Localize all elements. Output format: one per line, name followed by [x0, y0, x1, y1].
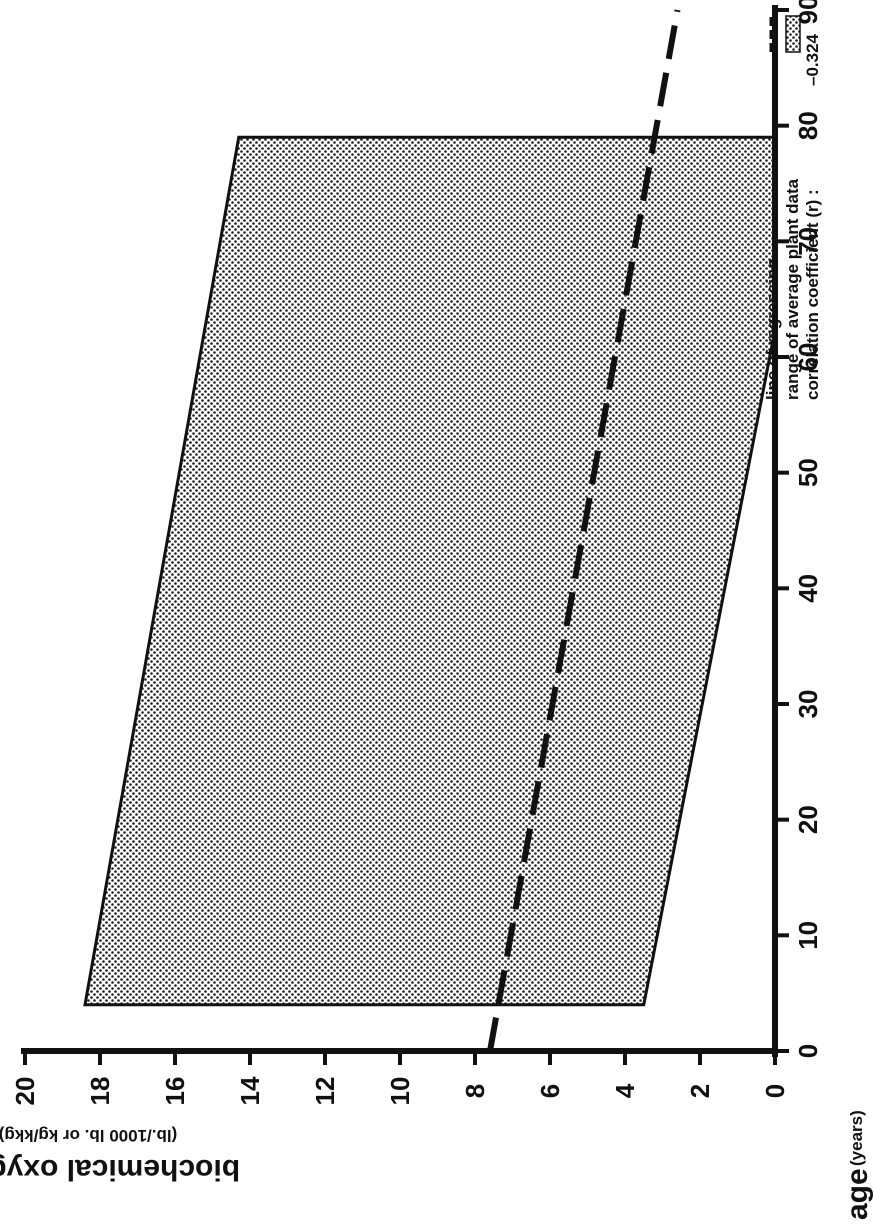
y-tick-label: 20: [10, 1077, 40, 1106]
legend-range-label: range of average plant data: [783, 178, 802, 400]
y-tick-label: 10: [385, 1077, 415, 1106]
legend-correlation-value: –0.324: [803, 33, 822, 86]
x-tick-label: 10: [793, 921, 823, 950]
y-axis-title: biochemical oxygen demand: [0, 1153, 240, 1186]
x-tick-label: 70: [793, 227, 823, 256]
x-tick-label: 50: [793, 458, 823, 487]
y-tick-label: 18: [85, 1077, 115, 1106]
y-axis-unit: (lb./1000 lb. or kg/kkg): [0, 1126, 177, 1145]
legend-range-swatch: [785, 15, 801, 53]
y-tick-label: 14: [235, 1076, 265, 1105]
y-tick-label: 4: [610, 1083, 640, 1098]
x-tick-label: 80: [793, 111, 823, 140]
legend-regression-label: line of regression: [763, 258, 782, 400]
x-axis-title: age: [841, 1168, 874, 1220]
y-tick-label: 12: [310, 1077, 340, 1106]
x-tick-label: 30: [793, 690, 823, 719]
y-tick-label: 16: [160, 1077, 190, 1106]
x-tick-label: 60: [793, 343, 823, 372]
x-axis-unit: (years): [847, 1110, 866, 1166]
y-tick-label: 8: [460, 1084, 490, 1098]
x-tick-label: 20: [793, 805, 823, 834]
legend-correlation-label: correlation coefficient (r) :: [803, 189, 822, 400]
regression-line: [487, 9, 681, 1052]
y-tick-label: 2: [685, 1084, 715, 1098]
x-tick-label: 40: [793, 574, 823, 603]
y-tick-label: 0: [760, 1084, 790, 1098]
y-tick-label: 6: [535, 1084, 565, 1098]
x-tick-label: 0: [793, 1044, 823, 1058]
range-band: [83, 135, 775, 1007]
